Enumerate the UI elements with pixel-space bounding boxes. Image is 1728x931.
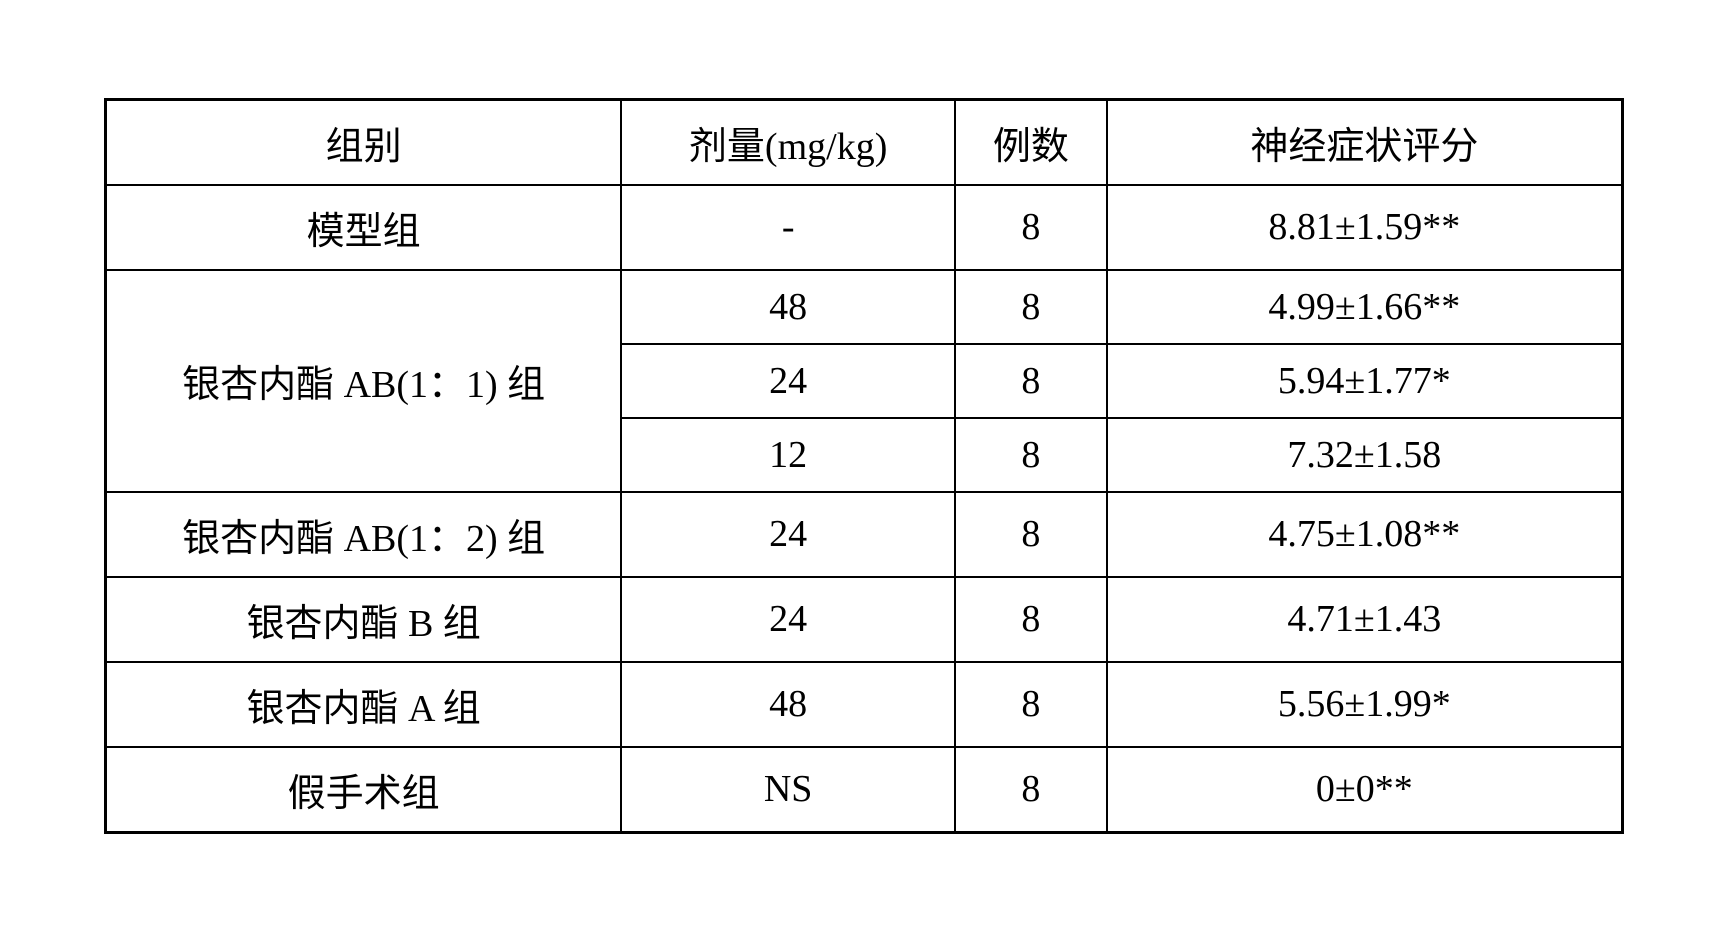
cell-dose: 24: [621, 577, 955, 662]
table-row: 假手术组 NS 8 0±0**: [106, 747, 1623, 833]
cell-score: 4.75±1.08**: [1107, 492, 1623, 577]
cell-count: 8: [955, 185, 1107, 270]
cell-dose: 12: [621, 418, 955, 492]
cell-count: 8: [955, 747, 1107, 833]
cell-score: 5.56±1.99*: [1107, 662, 1623, 747]
cell-dose: 48: [621, 270, 955, 344]
cell-group-merged: 银杏内酯 AB(1：1) 组: [106, 270, 622, 492]
cell-score: 4.99±1.66**: [1107, 270, 1623, 344]
cell-score: 4.71±1.43: [1107, 577, 1623, 662]
table-header: 组别 剂量(mg/kg) 例数 神经症状评分: [106, 99, 1623, 185]
data-table: 组别 剂量(mg/kg) 例数 神经症状评分 模型组 - 8 8.81±1.59…: [104, 98, 1624, 834]
cell-group: 银杏内酯 AB(1：2) 组: [106, 492, 622, 577]
table-row: 银杏内酯 AB(1：2) 组 24 8 4.75±1.08**: [106, 492, 1623, 577]
cell-score: 5.94±1.77*: [1107, 344, 1623, 418]
col-header-count: 例数: [955, 99, 1107, 185]
cell-group: 模型组: [106, 185, 622, 270]
table-row: 模型组 - 8 8.81±1.59**: [106, 185, 1623, 270]
cell-score: 7.32±1.58: [1107, 418, 1623, 492]
table-row: 银杏内酯 AB(1：1) 组 48 8 4.99±1.66**: [106, 270, 1623, 344]
cell-count: 8: [955, 344, 1107, 418]
table-body: 模型组 - 8 8.81±1.59** 银杏内酯 AB(1：1) 组 48 8 …: [106, 185, 1623, 833]
table-row: 银杏内酯 A 组 48 8 5.56±1.99*: [106, 662, 1623, 747]
cell-dose: 24: [621, 344, 955, 418]
cell-dose: 48: [621, 662, 955, 747]
cell-dose: -: [621, 185, 955, 270]
col-header-score: 神经症状评分: [1107, 99, 1623, 185]
table-header-row: 组别 剂量(mg/kg) 例数 神经症状评分: [106, 99, 1623, 185]
cell-group: 银杏内酯 A 组: [106, 662, 622, 747]
cell-group: 假手术组: [106, 747, 622, 833]
table-row: 银杏内酯 B 组 24 8 4.71±1.43: [106, 577, 1623, 662]
cell-count: 8: [955, 492, 1107, 577]
col-header-dose: 剂量(mg/kg): [621, 99, 955, 185]
cell-score: 0±0**: [1107, 747, 1623, 833]
cell-score: 8.81±1.59**: [1107, 185, 1623, 270]
cell-count: 8: [955, 662, 1107, 747]
cell-count: 8: [955, 577, 1107, 662]
cell-count: 8: [955, 418, 1107, 492]
cell-group: 银杏内酯 B 组: [106, 577, 622, 662]
cell-dose: 24: [621, 492, 955, 577]
col-header-group: 组别: [106, 99, 622, 185]
cell-count: 8: [955, 270, 1107, 344]
data-table-wrapper: 组别 剂量(mg/kg) 例数 神经症状评分 模型组 - 8 8.81±1.59…: [104, 98, 1624, 834]
cell-dose: NS: [621, 747, 955, 833]
